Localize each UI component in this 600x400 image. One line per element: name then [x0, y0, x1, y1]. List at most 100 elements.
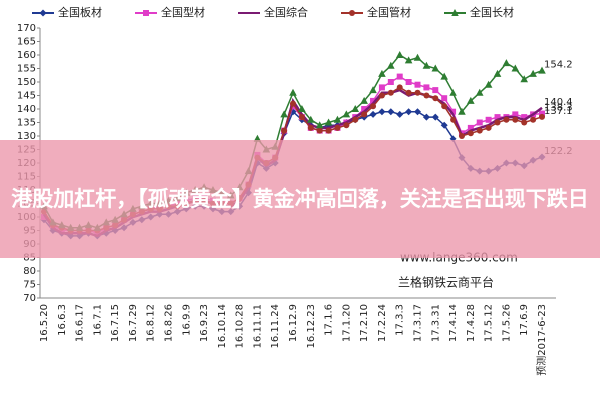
point	[404, 56, 413, 64]
x-tick-label: 17.2.24	[377, 304, 388, 342]
x-tick-label: 16.11.24	[270, 304, 281, 349]
point	[431, 64, 440, 72]
point	[307, 124, 314, 131]
x-tick-label: 16.9.9	[181, 304, 192, 336]
point	[423, 84, 430, 91]
x-tick-label: 17.1.6	[324, 304, 335, 336]
point	[467, 96, 475, 104]
y-tick-label: 140	[17, 104, 36, 115]
point	[414, 89, 421, 96]
point	[315, 121, 324, 129]
y-tick-label: 80	[23, 266, 36, 277]
point	[333, 115, 342, 123]
point	[538, 66, 546, 74]
point	[298, 114, 305, 121]
point	[521, 119, 528, 126]
legend-label: 全国型材	[161, 5, 205, 19]
banner-text: 港股加杠杆，【孤魂黄金】黄金冲高回落，关注是否出现下跌日	[11, 187, 589, 211]
point	[494, 119, 501, 126]
point	[440, 72, 448, 80]
point	[441, 103, 448, 110]
point	[512, 111, 519, 118]
point	[395, 51, 404, 58]
y-tick-label: 130	[17, 131, 36, 142]
point	[521, 114, 528, 121]
point	[361, 106, 368, 112]
point	[484, 80, 493, 88]
point	[423, 92, 430, 99]
legend-label: 全国板材	[58, 5, 102, 19]
point	[369, 86, 377, 94]
point	[493, 69, 502, 77]
x-tick-label: 16.7.1	[92, 304, 103, 336]
point	[343, 122, 350, 129]
x-tick-label: 16.10.28	[235, 304, 246, 349]
y-tick-label: 145	[17, 91, 36, 102]
x-tick-label: 16.8.12	[146, 304, 157, 342]
x-tick-label: 17.5.26	[501, 304, 512, 342]
x-tick-label: 16.6.17	[75, 304, 86, 342]
point	[475, 88, 484, 96]
x-tick-label: 17.3.17	[413, 304, 424, 342]
point	[289, 88, 297, 96]
point	[325, 127, 332, 134]
point	[503, 116, 510, 123]
point	[306, 115, 315, 123]
x-tick-label: 17.1.20	[341, 304, 352, 342]
point	[316, 127, 323, 134]
point	[520, 75, 529, 83]
legend-marker	[143, 10, 149, 16]
x-tick-label: 16.5.20	[39, 304, 50, 342]
point	[432, 87, 439, 94]
watermark: 兰格钢铁云商平台	[398, 275, 494, 290]
point	[281, 127, 288, 134]
legend-marker	[451, 9, 459, 16]
x-tick-label: 17.4.28	[466, 304, 477, 342]
x-tick-label: 17.2.10	[359, 304, 370, 342]
point	[467, 124, 474, 131]
y-tick-label: 70	[23, 293, 36, 304]
point	[387, 108, 395, 116]
y-tick-label: 155	[17, 64, 36, 75]
x-tick-label: 16.10.14	[217, 304, 228, 349]
x-tick-label: 16.6.3	[57, 304, 68, 336]
point	[253, 134, 262, 142]
point	[378, 108, 386, 116]
point	[369, 110, 377, 118]
point	[280, 110, 288, 118]
point	[396, 73, 403, 80]
point	[440, 121, 448, 129]
data-label: 140.4	[544, 97, 573, 108]
x-tick-label: 16.11.11	[252, 304, 263, 349]
point	[450, 116, 457, 123]
x-tick-label: 17.6.9	[519, 304, 530, 336]
point	[485, 116, 492, 123]
point	[502, 59, 511, 67]
legend-label: 全国长材	[470, 5, 514, 19]
point	[485, 124, 492, 131]
point	[494, 114, 501, 121]
x-tick-label: 16.7.29	[128, 304, 139, 342]
point	[476, 127, 483, 134]
y-tick-label: 85	[23, 253, 36, 264]
point	[378, 84, 385, 91]
y-tick-label: 165	[17, 37, 36, 48]
point	[405, 89, 412, 96]
point	[396, 110, 404, 118]
point	[511, 64, 520, 72]
point	[530, 116, 537, 123]
point	[449, 88, 457, 96]
point	[539, 110, 545, 117]
x-tick-label: 预测2017-6-23	[535, 304, 548, 376]
point	[387, 61, 395, 69]
point	[458, 133, 465, 139]
point	[441, 95, 448, 102]
point	[352, 116, 359, 123]
legend-marker	[39, 9, 47, 17]
point	[476, 119, 483, 126]
point	[360, 96, 368, 104]
y-tick-label: 135	[17, 118, 36, 129]
data-label: 137.1	[544, 106, 573, 117]
y-tick-label: 170	[17, 23, 36, 34]
legend-marker	[349, 10, 355, 16]
